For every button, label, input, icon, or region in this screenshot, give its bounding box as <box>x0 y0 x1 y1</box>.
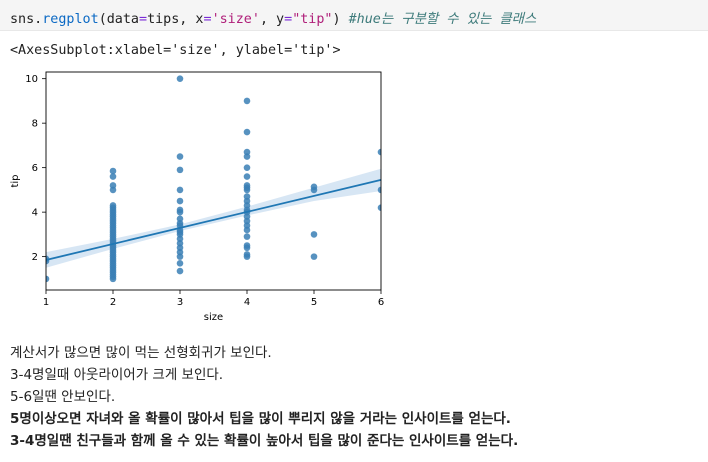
note-line-bold: 5명이상오면 자녀와 올 확률이 많아서 팁을 많이 뿌리지 않을 거라는 인사… <box>10 411 511 427</box>
data-point <box>176 260 184 267</box>
data-point <box>377 186 381 194</box>
code-comment: #hue는 구분할 수 있는 클래스 <box>348 12 537 27</box>
x-axis-label: size <box>204 312 223 323</box>
x-tick-label: 2 <box>110 297 116 308</box>
data-point <box>243 164 251 171</box>
regression-line <box>45 179 382 261</box>
axes-frame <box>45 71 382 291</box>
data-point <box>243 128 251 136</box>
code-equals: = <box>139 12 148 27</box>
code-equals: = <box>203 12 212 27</box>
y-tick-label: 2 <box>32 252 38 263</box>
x-tick-label: 3 <box>177 297 183 308</box>
x-tick-label: 1 <box>43 297 49 308</box>
note-line: 3-4명일때 아웃라이어가 크게 보인다. <box>10 367 224 383</box>
code-arg-data: (data <box>98 12 139 27</box>
note-line: 5-6일땐 안보인다. <box>10 389 116 405</box>
confidence-band <box>46 168 381 268</box>
code-comma-y: , y <box>259 12 285 27</box>
data-point <box>109 202 117 209</box>
y-tick-label: 8 <box>32 119 38 130</box>
markdown-notes: 계산서가 많으면 많이 먹는 선형회귀가 보인다. 3-4명일때 아웃라이어가 … <box>10 342 518 452</box>
data-point <box>243 242 251 249</box>
x-tick-label: 5 <box>311 297 317 308</box>
y-axis-label: tip <box>10 174 21 187</box>
data-point <box>176 186 184 194</box>
data-point <box>243 233 251 240</box>
data-point <box>176 166 184 174</box>
data-point <box>243 148 251 156</box>
code-tips-arg: tips, x <box>147 12 204 27</box>
data-point <box>377 204 381 211</box>
x-tick-label: 6 <box>378 297 384 308</box>
data-point <box>176 197 184 205</box>
data-point <box>243 97 251 105</box>
y-tick-label: 10 <box>25 74 38 85</box>
data-point <box>46 275 50 283</box>
data-point <box>176 75 184 82</box>
code-x-value: 'size' <box>211 12 260 27</box>
note-line-bold: 3-4명일땐 친구들과 함께 올 수 있는 확률이 높아서 팁을 많이 준다는 … <box>10 433 519 449</box>
code-equals: = <box>284 12 293 27</box>
note-line: 계산서가 많으면 많이 먹는 선형회귀가 보인다. <box>10 345 272 361</box>
code-y-value: "tip" <box>292 12 333 27</box>
code-prefix: sns. <box>10 12 43 27</box>
data-point <box>310 183 318 191</box>
code-cell[interactable]: sns.regplot(data=tips, x='size', y="tip"… <box>0 0 708 31</box>
data-point <box>310 253 318 260</box>
data-point <box>176 267 184 275</box>
output-repr: <AxesSubplot:xlabel='size', ylabel='tip'… <box>10 43 341 58</box>
data-point <box>109 167 117 175</box>
data-point <box>243 182 251 189</box>
data-point <box>243 251 251 258</box>
y-tick-label: 4 <box>32 208 38 219</box>
data-point <box>310 231 318 238</box>
data-point <box>377 148 381 156</box>
y-tick-label: 6 <box>32 163 38 174</box>
data-point <box>243 173 251 180</box>
x-tick-label: 4 <box>244 297 250 308</box>
data-point <box>176 215 184 223</box>
code-close-paren: ) <box>332 12 349 27</box>
data-point <box>176 206 184 214</box>
code-function: regplot <box>42 12 99 27</box>
data-point <box>109 182 117 189</box>
data-point <box>176 153 184 160</box>
code-line[interactable]: sns.regplot(data=tips, x='size', y="tip"… <box>10 7 536 27</box>
data-point <box>109 173 117 180</box>
regplot-chart: 1 2 3 4 5 6 2 4 6 8 10 size tip <box>10 71 384 323</box>
data-point <box>243 193 251 200</box>
